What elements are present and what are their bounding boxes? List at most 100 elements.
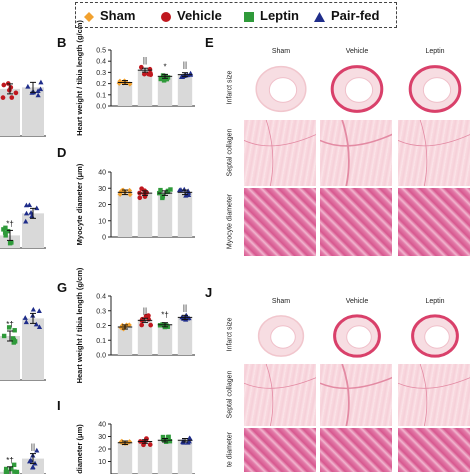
- legend-item-leptin: Leptin: [244, 8, 299, 24]
- data-point: [178, 187, 184, 192]
- data-point: [5, 228, 11, 234]
- heart-section-image: [398, 58, 470, 118]
- collagen-stain-image: [398, 364, 470, 426]
- heart-section-icon: [257, 315, 305, 357]
- data-point: [7, 87, 12, 93]
- histology-column-label: Vehicle: [345, 48, 369, 55]
- data-point: [32, 460, 38, 466]
- data-point: [3, 233, 8, 238]
- data-point: [38, 79, 44, 85]
- heart-section-icon: [411, 314, 459, 358]
- bar-sham: [117, 82, 133, 106]
- data-point: [1, 333, 7, 339]
- significance-label: *†: [6, 219, 14, 228]
- data-point: [12, 339, 18, 344]
- data-point: [9, 95, 15, 100]
- legend-item-sham: Sham: [84, 8, 135, 24]
- data-point: [36, 324, 43, 329]
- histology-row-label: Septal collagen: [226, 128, 234, 177]
- legend-label: Vehicle: [177, 8, 222, 23]
- data-point: [12, 469, 17, 474]
- collagen-fibers-icon: [398, 120, 470, 186]
- data-point: [33, 321, 39, 327]
- diamond-icon: [84, 11, 94, 22]
- data-point: [165, 438, 170, 444]
- heart-section-icon: [333, 314, 381, 358]
- y-tick-label: 0.0: [96, 104, 106, 111]
- bar-leptin: [157, 324, 173, 355]
- bar-pair-fed: [177, 192, 193, 237]
- data-point: [3, 466, 9, 472]
- data-point: [157, 323, 163, 328]
- data-point: [160, 73, 166, 78]
- y-axis-label: Myocyte diameter (μm): [75, 163, 84, 245]
- bar-vehicle: [0, 88, 20, 136]
- data-point: [3, 469, 9, 474]
- myocyte-stain-image: [244, 188, 316, 256]
- legend-label: Pair-fed: [331, 8, 380, 23]
- data-point: [9, 240, 14, 245]
- heart-section-icon: [255, 65, 307, 113]
- data-point: [25, 83, 31, 89]
- y-tick-label: 20: [98, 202, 106, 209]
- collagen-stain-image: [320, 120, 392, 186]
- data-point: [0, 95, 6, 100]
- data-point: [28, 209, 34, 215]
- bar-leptin: [157, 193, 173, 237]
- heart-section-icon: [408, 65, 462, 113]
- data-point: [158, 76, 164, 82]
- panel-label-i: I: [57, 398, 61, 413]
- y-tick-label: 0.3: [96, 70, 106, 77]
- significance-label: *†: [161, 311, 169, 320]
- histology-column-label: Sham: [271, 48, 291, 55]
- histology-row-label: Septal collagen: [226, 370, 234, 419]
- bar-vehicle: [137, 70, 153, 106]
- y-tick-label: 0.1: [96, 92, 106, 99]
- data-point: [118, 325, 124, 331]
- charts-area: 0.0 0.1 0.2 0.3 0.4 0.5 Heart weight / tibia l…: [0, 20, 195, 474]
- panel-label-g: G: [57, 280, 68, 295]
- data-point: [35, 88, 41, 93]
- panel-label-b: B: [57, 35, 67, 50]
- data-point: [127, 191, 133, 198]
- panel-label-j: J: [205, 285, 213, 300]
- bar-leptin: [157, 440, 173, 474]
- bar-pair-fed: [177, 317, 193, 355]
- data-point: [30, 306, 36, 312]
- bar-vehicle: [137, 320, 153, 355]
- collagen-stain-image: [244, 120, 316, 186]
- data-point: [9, 466, 14, 472]
- collagen-stain-image: [398, 120, 470, 186]
- collagen-stain-image: [244, 364, 316, 426]
- data-point: [2, 230, 8, 235]
- data-point: [147, 442, 153, 447]
- significance-label: ||: [143, 306, 147, 315]
- bar-leptin: [0, 336, 20, 380]
- y-tick-label: 30: [98, 434, 106, 441]
- data-point: [178, 74, 185, 79]
- significance-label: *†: [6, 456, 14, 465]
- y-tick-label: 0.2: [96, 323, 106, 330]
- y-tick-label: 10: [98, 459, 106, 466]
- data-point: [166, 434, 171, 440]
- y-axis-label: Heart weight / tibia length (g/cm): [75, 267, 84, 383]
- heart-section-image: [320, 308, 392, 362]
- histology-column-label: Leptin: [425, 298, 445, 305]
- significance-label: *: [163, 62, 166, 71]
- bar-pair-fed: [177, 74, 193, 106]
- data-point: [23, 319, 29, 325]
- bar-sham: [117, 192, 133, 237]
- figure-legend: Sham Vehicle Leptin Pair-fed: [75, 2, 397, 28]
- data-point: [137, 195, 143, 201]
- y-tick-label: 0.4: [96, 59, 106, 66]
- data-point: [141, 71, 147, 77]
- y-tick-label: 30: [98, 186, 106, 193]
- collagen-fibers-icon: [320, 364, 392, 426]
- bar-leptin: [157, 76, 173, 106]
- significance-label: ||: [31, 443, 35, 452]
- data-point: [11, 462, 17, 468]
- data-point: [12, 328, 17, 333]
- histology-column-label: Leptin: [425, 48, 445, 55]
- histology-column-label: Sham: [271, 298, 291, 305]
- data-point: [168, 187, 173, 192]
